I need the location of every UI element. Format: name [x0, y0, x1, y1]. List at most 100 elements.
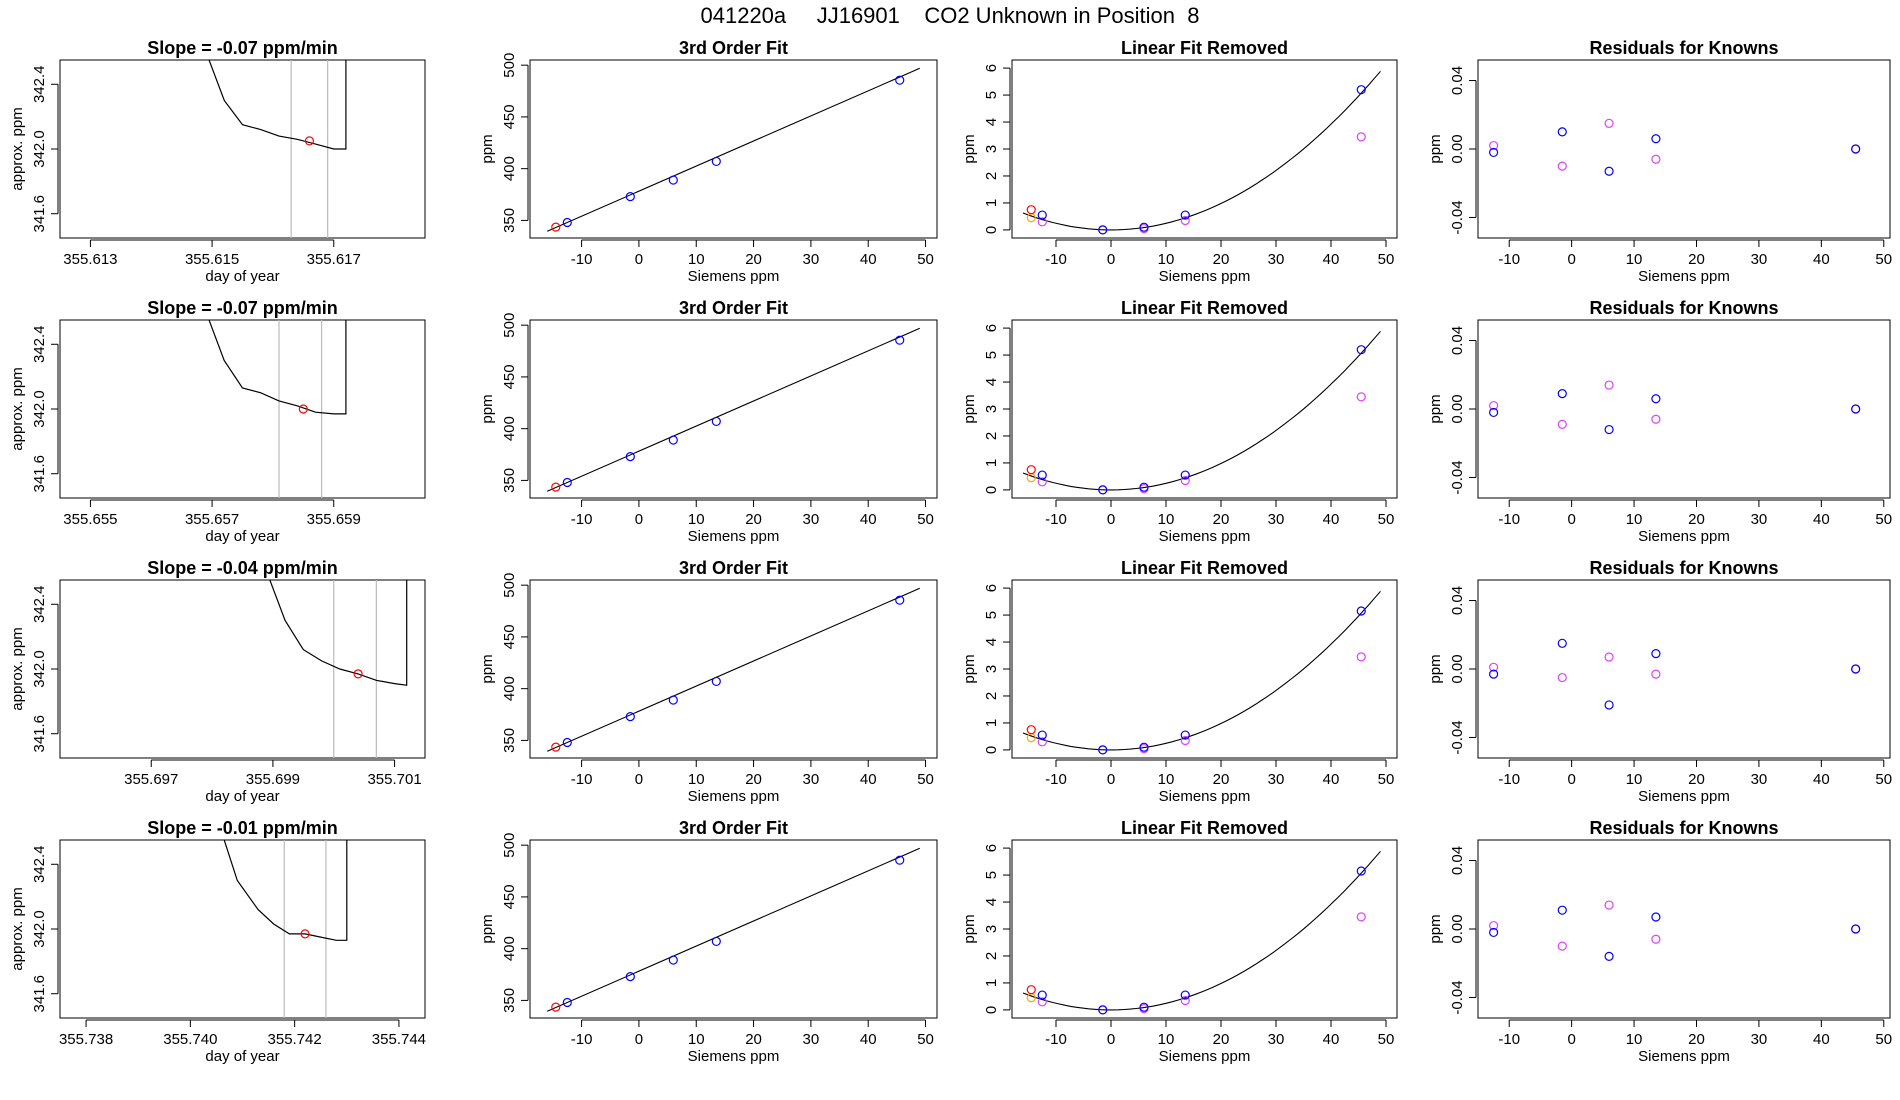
x-tick-label: 0: [635, 251, 643, 268]
x-tick-label: 10: [1158, 251, 1175, 268]
known-point: [625, 972, 635, 982]
known-point: [1851, 664, 1861, 674]
y-tick-label: 342.0: [31, 910, 48, 948]
known-alt-point: [1557, 419, 1567, 430]
trace-line: [269, 580, 408, 686]
y-axis-label: ppm: [961, 914, 978, 943]
known-point: [1604, 166, 1614, 176]
x-tick-label: 20: [745, 1031, 762, 1048]
known-point: [1098, 745, 1108, 755]
x-tick-label: 0: [635, 771, 643, 788]
known-point: [668, 435, 678, 445]
known-point: [668, 695, 678, 705]
x-axis-label: day of year: [205, 268, 279, 285]
known-point: [1037, 470, 1047, 480]
known-point: [1139, 1002, 1149, 1012]
known-point: [1604, 951, 1614, 961]
fit-curve: [1022, 330, 1381, 491]
x-tick-label: 10: [1158, 511, 1175, 528]
unknown-point: [1026, 985, 1036, 995]
known-alt-point: [1651, 669, 1661, 679]
y-tick-label: 500: [501, 833, 518, 858]
y-tick-label: 400: [501, 416, 518, 441]
x-tick-label: -10: [1498, 511, 1520, 528]
chart-panel-14: 3rd Order Fit -10 0 10 20 30 40 50 Siemens ppm 35…: [479, 818, 938, 1065]
plot-frame: [59, 839, 426, 1019]
y-tick-label: 0.04: [1449, 846, 1466, 875]
chart-panel-7: Linear Fit Removed-10 0 10 20 30 40 50Siemens …: [961, 298, 1398, 545]
y-tick-label: -0.04: [1449, 200, 1466, 234]
plot-data: [223, 840, 348, 1018]
known-point: [562, 217, 572, 228]
x-tick-label: 355.742: [268, 1031, 322, 1048]
x-tick-label: -10: [1498, 251, 1520, 268]
chart-title: Linear Fit Removed: [1121, 558, 1288, 578]
x-tick-label: 20: [1213, 251, 1230, 268]
x-tick-label: 30: [803, 251, 820, 268]
y-tick-label: 3: [983, 665, 1000, 673]
known-alt-point: [1604, 652, 1614, 662]
x-tick-label: 50: [917, 511, 934, 528]
plot-frame: [1011, 839, 1398, 1019]
x-tick-label: 20: [745, 251, 762, 268]
y-tick-label: 4: [983, 118, 1000, 126]
known-alt-point: [1037, 997, 1047, 1007]
known-point: [1489, 669, 1499, 679]
x-axis-label: Siemens ppm: [1159, 788, 1251, 805]
x-tick-label: 50: [1875, 771, 1892, 788]
fit-curve: [1022, 70, 1381, 231]
known-point: [1851, 144, 1861, 154]
y-tick-label: 5: [983, 91, 1000, 99]
chart-title: Slope = -0.04 ppm/min: [147, 558, 338, 578]
y-tick-label: 0.00: [1449, 914, 1466, 943]
plot-data: [208, 320, 347, 498]
x-tick-label: 50: [1378, 251, 1395, 268]
x-axis-label: Siemens ppm: [1159, 268, 1251, 285]
x-tick-label: 355.613: [63, 251, 117, 268]
y-tick-label: 450: [501, 364, 518, 389]
y-axis-label: ppm: [1427, 134, 1444, 163]
y-tick-label: 0: [983, 746, 1000, 754]
plot-data: [269, 580, 408, 758]
chart-panel-11: Linear Fit Removed-10 0 10 20 30 40 50Siemens …: [961, 558, 1398, 805]
plot-data: [546, 67, 921, 232]
x-axis-label: Siemens ppm: [688, 1048, 780, 1065]
x-tick-label: -10: [1045, 251, 1067, 268]
fit-curve: [1022, 590, 1381, 751]
sample-marker: [298, 404, 308, 414]
y-tick-label: 350: [501, 468, 518, 493]
x-tick-label: 355.738: [59, 1031, 113, 1048]
x-tick-label: 50: [1378, 771, 1395, 788]
chart-title: 3rd Order Fit: [679, 38, 788, 58]
y-tick-label: 342.0: [31, 650, 48, 688]
known-alt-point: [1489, 400, 1499, 411]
known-alt-point: [1356, 392, 1366, 402]
x-axis-label: Siemens ppm: [688, 268, 780, 285]
x-tick-label: 20: [745, 771, 762, 788]
known-alt-point: [1651, 414, 1661, 424]
x-tick-label: -10: [1045, 511, 1067, 528]
known-alt-point: [1651, 934, 1661, 944]
known-point: [1651, 648, 1661, 659]
y-tick-label: 400: [501, 156, 518, 181]
known-point: [1037, 730, 1047, 740]
known-alt-point: [1557, 941, 1567, 951]
x-tick-label: 355.701: [367, 771, 421, 788]
sample-marker: [304, 136, 315, 146]
known-point: [1651, 912, 1661, 922]
known-point: [1037, 210, 1047, 220]
chart-title: Linear Fit Removed: [1121, 38, 1288, 58]
y-tick-label: 4: [983, 378, 1000, 386]
y-axis-label: ppm: [479, 914, 496, 943]
y-tick-label: 6: [983, 844, 1000, 852]
y-tick-label: 341.6: [31, 975, 48, 1013]
y-tick-label: 350: [501, 988, 518, 1013]
chart-panel-3: Linear Fit Removed-10 0 10 20 30 40 50Siemens …: [961, 38, 1398, 285]
x-tick-label: 10: [1158, 1031, 1175, 1048]
x-tick-label: 30: [1268, 251, 1285, 268]
known-point: [562, 737, 572, 748]
plot-data: [1022, 590, 1381, 755]
known-alt-point: [1557, 672, 1567, 683]
x-tick-label: -10: [571, 251, 593, 268]
plot-data: [546, 327, 921, 492]
